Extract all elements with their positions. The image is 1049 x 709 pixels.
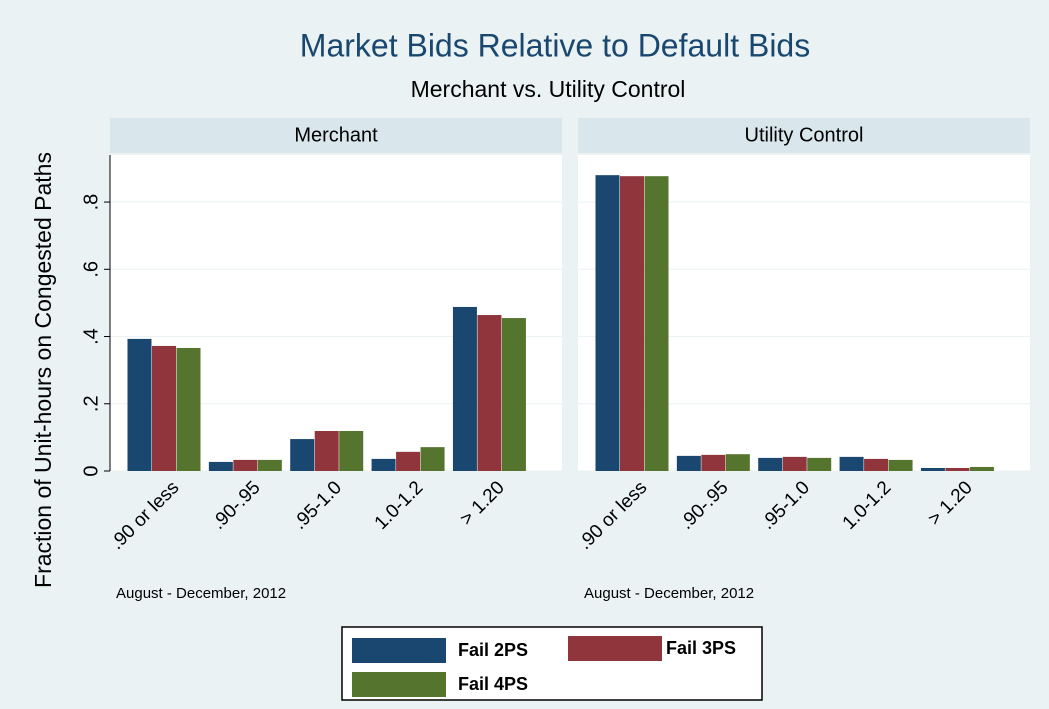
legend-swatch <box>352 672 446 697</box>
bar <box>339 430 364 471</box>
bar <box>969 466 994 471</box>
panel-title: Utility Control <box>745 124 864 146</box>
bar <box>452 306 477 471</box>
panel-title: Merchant <box>294 124 378 146</box>
bar <box>644 176 669 472</box>
bar <box>208 461 233 471</box>
y-tick-label: .6 <box>80 261 102 278</box>
bar <box>782 456 807 471</box>
y-tick-label: .2 <box>80 395 102 412</box>
y-axis-label: Fraction of Unit-hours on Congested Path… <box>30 152 56 588</box>
legend-label: Fail 2PS <box>458 640 528 660</box>
bar <box>595 175 620 471</box>
bar <box>477 315 502 471</box>
bar <box>501 318 526 471</box>
bar <box>290 439 315 471</box>
bar <box>807 457 832 471</box>
y-tick-label: .8 <box>80 194 102 211</box>
bar <box>233 459 258 471</box>
bar <box>257 459 282 471</box>
bar <box>176 347 201 471</box>
y-tick-label: .4 <box>80 328 102 345</box>
legend-swatch <box>352 638 446 663</box>
panel-header <box>110 118 562 153</box>
bar <box>725 454 750 471</box>
legend-label: Fail 4PS <box>458 674 528 694</box>
bar <box>945 467 970 471</box>
bar <box>758 457 783 471</box>
bar <box>151 345 176 471</box>
chart-title: Market Bids Relative to Default Bids <box>300 27 810 63</box>
bar <box>371 458 396 471</box>
bar <box>839 456 864 471</box>
panel-note: August - December, 2012 <box>584 585 754 602</box>
bar <box>420 447 445 471</box>
legend-swatch <box>568 636 662 661</box>
legend-label: Fail 3PS <box>666 638 736 658</box>
bar <box>888 459 913 471</box>
bar <box>864 458 889 471</box>
bar <box>701 454 726 471</box>
bar <box>676 455 701 471</box>
y-tick-label: 0 <box>80 465 102 476</box>
panel-header <box>578 118 1030 153</box>
panel-note: August - December, 2012 <box>116 585 286 602</box>
chart-subtitle: Merchant vs. Utility Control <box>411 76 686 102</box>
bar <box>396 451 421 471</box>
bar <box>314 430 339 471</box>
bar <box>619 176 644 472</box>
bar <box>127 338 152 471</box>
bar <box>920 467 945 471</box>
